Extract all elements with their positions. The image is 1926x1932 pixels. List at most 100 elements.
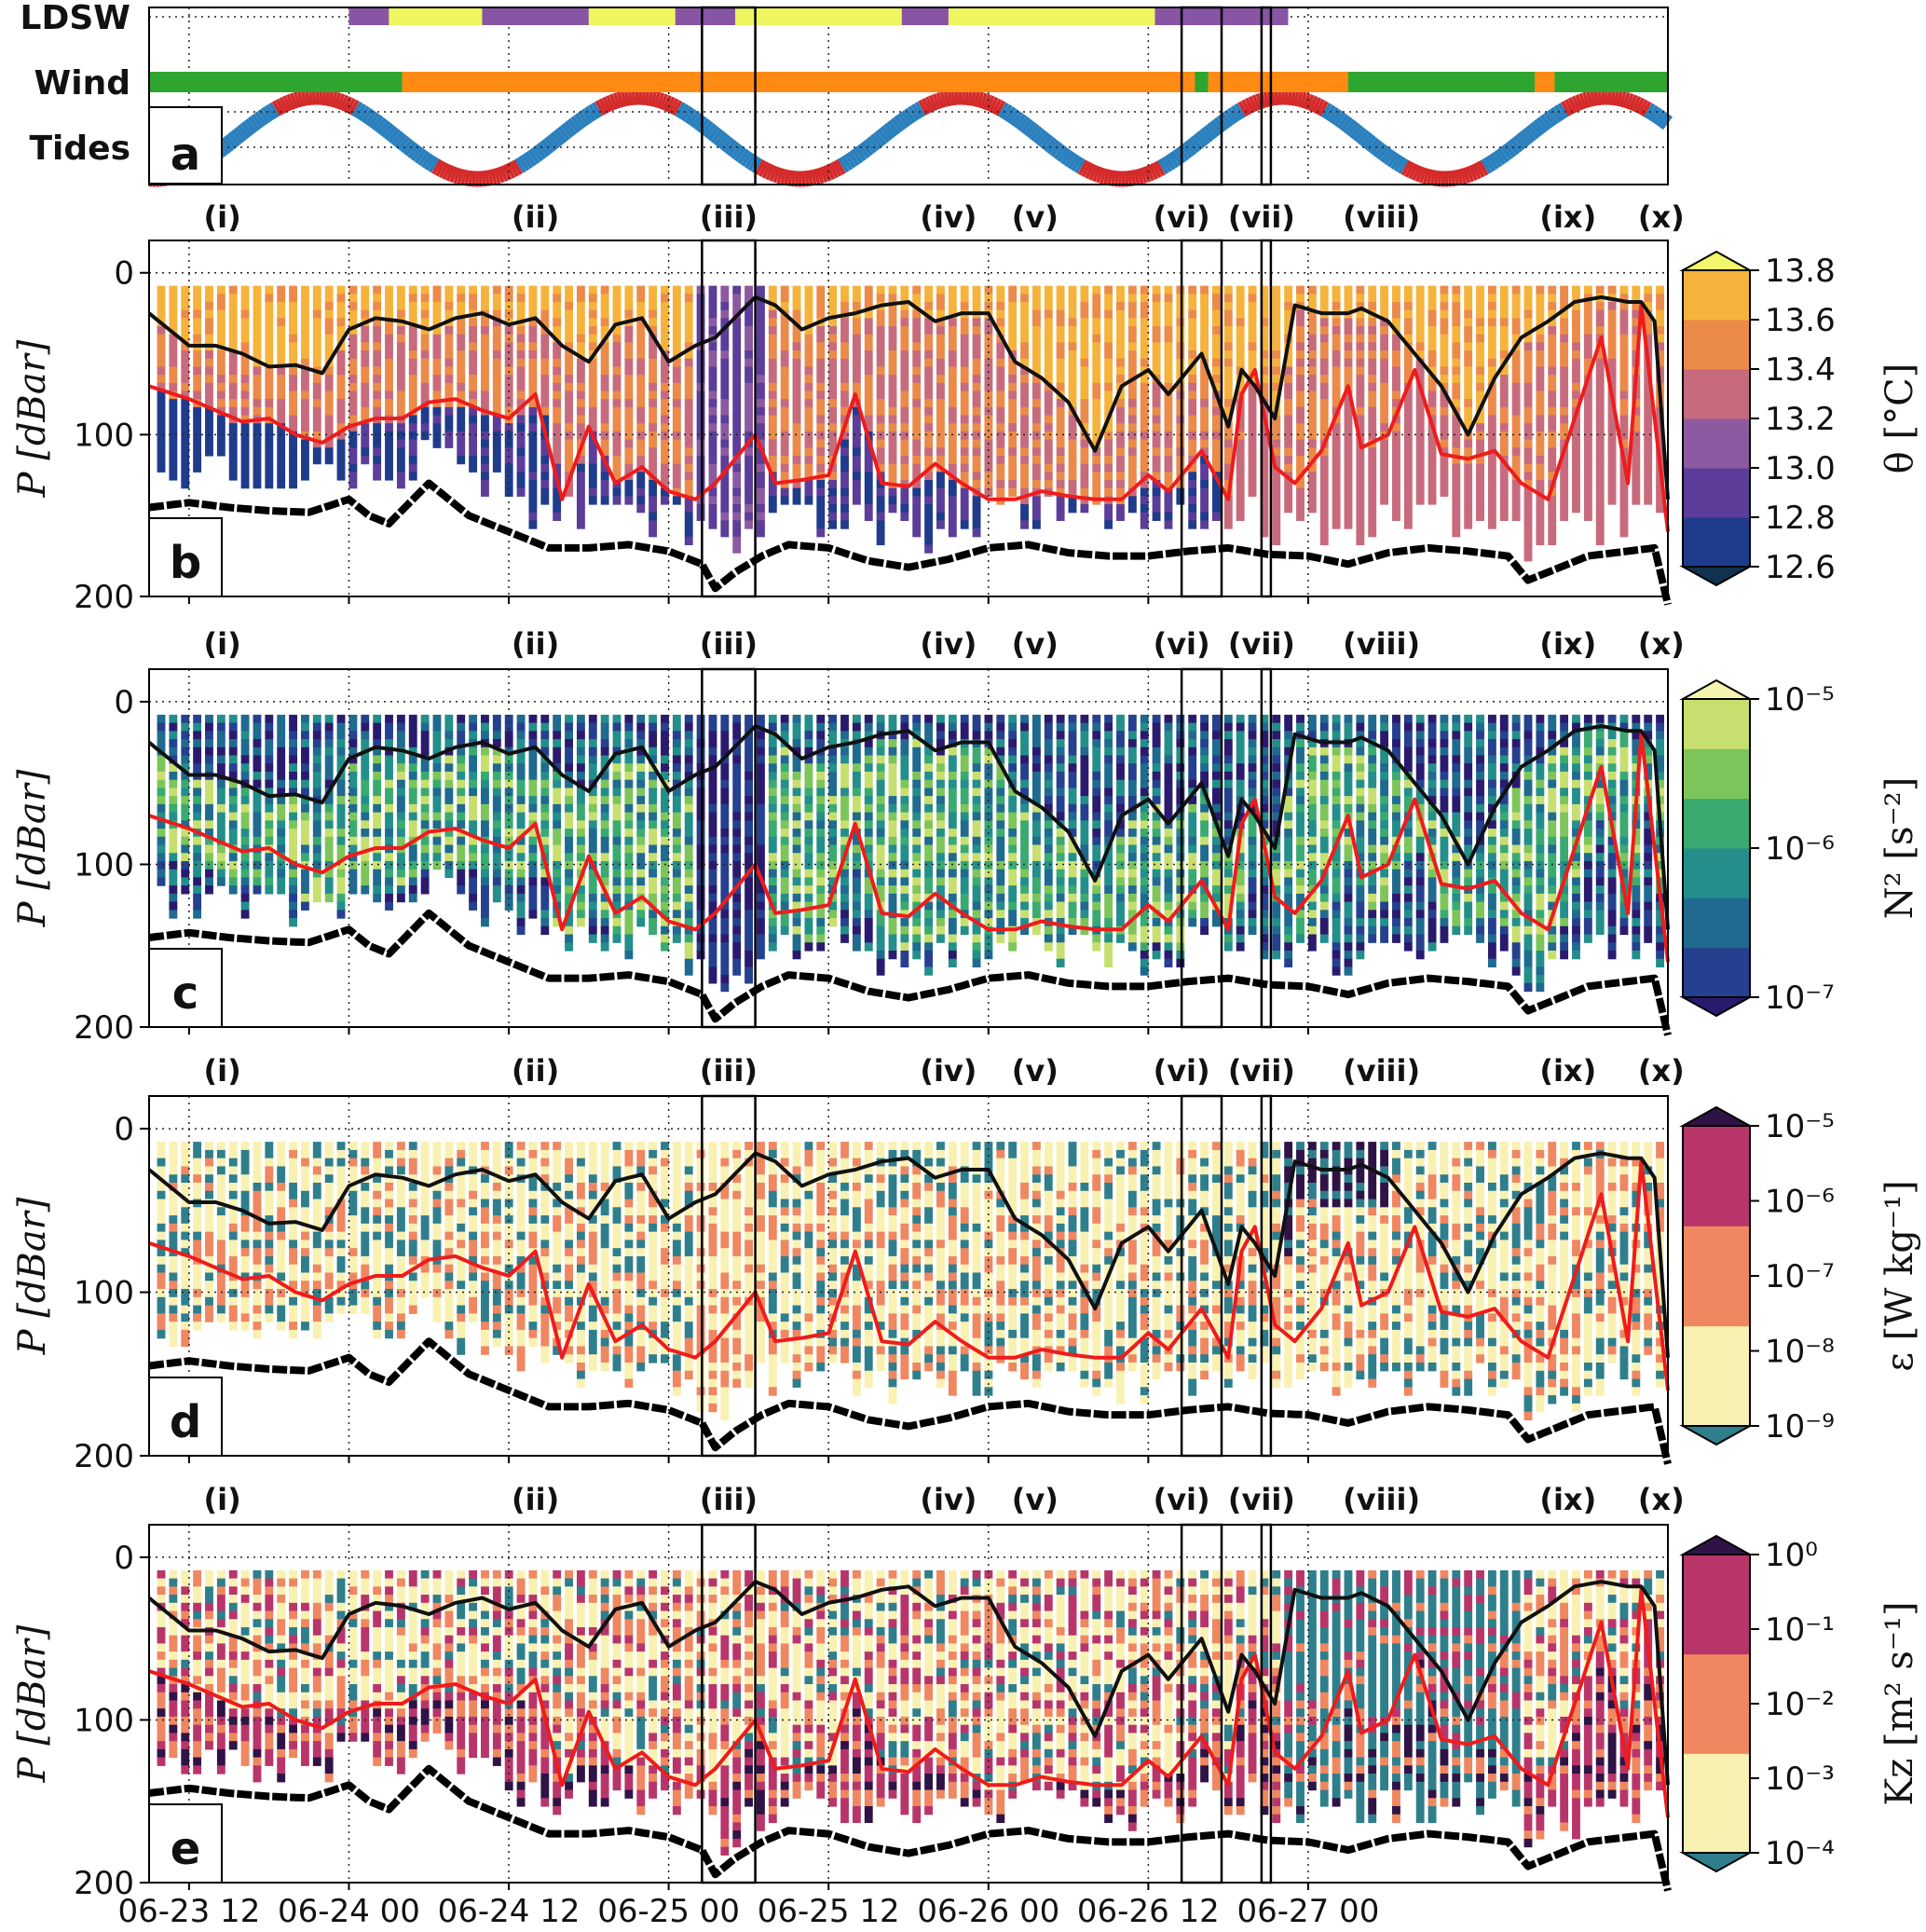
profile-cell xyxy=(1403,309,1413,319)
profile-cell xyxy=(828,487,838,497)
profile-cell xyxy=(1236,496,1245,505)
tide-curve-segment xyxy=(690,113,703,129)
profile-cell xyxy=(324,731,334,740)
tide-curve-segment xyxy=(265,103,277,120)
profile-cell xyxy=(576,763,585,773)
profile-cell xyxy=(540,812,550,821)
profile-cell xyxy=(732,342,742,351)
profile-cell xyxy=(181,375,190,384)
profile-cell xyxy=(277,714,286,724)
profile-cell xyxy=(169,375,178,384)
profile-cell xyxy=(996,350,1005,360)
profile-cell xyxy=(1188,318,1197,327)
profile-cell xyxy=(828,294,838,303)
profile-cell xyxy=(385,309,393,319)
profile-cell xyxy=(540,406,550,417)
profile-cell xyxy=(816,406,826,417)
tide-curve-segment xyxy=(324,89,331,106)
profile-cell xyxy=(181,763,190,773)
profile-cell xyxy=(649,487,658,497)
profile-cell xyxy=(600,796,609,805)
profile-cell xyxy=(1511,512,1521,521)
profile-cell xyxy=(888,431,897,441)
profile-cell xyxy=(469,877,478,886)
profile-cell xyxy=(265,803,274,814)
profile-cell xyxy=(852,496,861,505)
profile-cell xyxy=(540,844,550,854)
profile-cell xyxy=(924,520,934,529)
profile-cell xyxy=(804,399,813,408)
profile-cell xyxy=(361,334,370,343)
profile-cell xyxy=(1116,399,1125,408)
profile-cell xyxy=(780,294,789,303)
profile-cell xyxy=(696,479,705,489)
profile-cell xyxy=(888,334,897,343)
profile-cell xyxy=(385,350,393,360)
profile-cell xyxy=(744,447,753,457)
profile-cell xyxy=(1523,431,1533,441)
profile-cell xyxy=(840,487,849,497)
profile-cell xyxy=(1583,309,1592,319)
profile-cell xyxy=(240,853,250,862)
profile-cell xyxy=(1116,318,1125,327)
profile-cell xyxy=(553,406,562,417)
profile-cell xyxy=(840,301,849,311)
profile-cell xyxy=(1632,334,1641,343)
profile-cell xyxy=(612,439,622,448)
tide-curve-segment xyxy=(755,159,766,175)
profile-cell xyxy=(1104,463,1113,473)
profile-cell xyxy=(540,415,550,424)
profile-cell xyxy=(289,803,297,814)
profile-cell xyxy=(576,472,585,481)
profile-cell xyxy=(289,406,297,417)
tide-curve-segment xyxy=(438,162,449,179)
profile-cell xyxy=(289,391,297,400)
profile-cell xyxy=(1223,520,1233,529)
profile-cell xyxy=(481,869,489,879)
profile-cell xyxy=(312,803,321,814)
profile-cell xyxy=(312,853,321,862)
profile-cell xyxy=(576,901,585,911)
profile-cell xyxy=(1511,504,1521,514)
profile-cell xyxy=(744,350,753,360)
profile-cell xyxy=(1284,358,1293,368)
profile-cell xyxy=(612,358,622,368)
profile-cell xyxy=(193,309,202,319)
profile-cell xyxy=(1572,423,1580,432)
profile-cell xyxy=(792,334,801,343)
profile-cell xyxy=(972,455,981,465)
profile-cell xyxy=(1008,326,1018,336)
profile-cell xyxy=(1536,504,1545,514)
profile-cell xyxy=(996,399,1005,408)
profile-cell xyxy=(1619,301,1629,311)
profile-cell xyxy=(696,285,705,295)
tide-curve-segment xyxy=(1085,163,1096,180)
profile-cell xyxy=(1572,382,1580,392)
profile-cell xyxy=(1212,334,1221,343)
profile-cell xyxy=(1176,455,1185,465)
tide-curve-segment xyxy=(1099,168,1108,185)
profile-cell xyxy=(301,812,309,821)
profile-cell xyxy=(600,366,609,376)
profile-cell xyxy=(420,714,430,724)
profile-cell xyxy=(1140,504,1149,514)
profile-cell xyxy=(1415,309,1425,319)
profile-cell xyxy=(396,803,405,814)
profile-cell xyxy=(744,487,753,497)
tide-curve-segment xyxy=(577,110,591,127)
profile-cell xyxy=(240,399,250,408)
profile-cell xyxy=(181,788,190,797)
profile-cell xyxy=(1080,334,1089,343)
profile-cell xyxy=(1440,358,1449,368)
profile-cell xyxy=(1284,423,1293,432)
profile-cell xyxy=(492,893,501,903)
profile-cell xyxy=(312,812,321,821)
profile-cell xyxy=(277,788,286,797)
profile-cell xyxy=(169,350,178,360)
tide-curve-segment xyxy=(1414,166,1425,183)
profile-cell xyxy=(1031,463,1041,473)
profile-cell xyxy=(1487,318,1496,327)
profile-cell xyxy=(600,472,609,481)
tide-curve-segment xyxy=(1209,119,1223,135)
colorbar-tick-label: 13.4 xyxy=(1765,351,1836,389)
